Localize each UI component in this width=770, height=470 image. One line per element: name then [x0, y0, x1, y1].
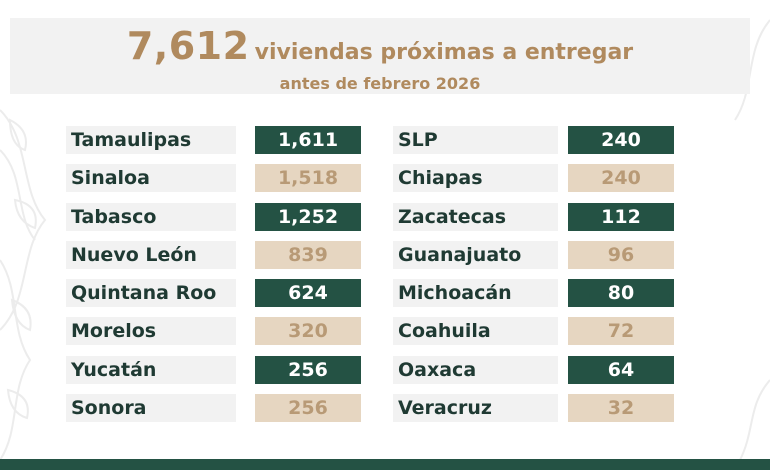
state-value: 240 — [568, 164, 674, 193]
state-value: 1,518 — [255, 164, 361, 193]
state-name: SLP — [393, 126, 558, 154]
state-value: 32 — [568, 394, 674, 423]
state-name: Coahuila — [393, 317, 558, 346]
state-name: Oaxaca — [393, 355, 558, 384]
state-value: 72 — [568, 317, 674, 346]
state-value: 1,611 — [255, 126, 361, 154]
state-name: Chiapas — [393, 164, 558, 193]
state-name: Nuevo León — [66, 240, 236, 269]
state-value: 624 — [255, 279, 361, 308]
footer-bar — [0, 459, 770, 470]
state-name: Zacatecas — [393, 202, 558, 231]
state-name: Morelos — [66, 317, 236, 346]
state-value: 1,252 — [255, 202, 361, 231]
state-name: Yucatán — [66, 355, 236, 384]
state-value: 112 — [568, 202, 674, 231]
state-value: 256 — [255, 355, 361, 384]
state-name: Veracruz — [393, 394, 558, 423]
state-value: 96 — [568, 240, 674, 269]
state-value: 240 — [568, 126, 674, 154]
state-value: 64 — [568, 355, 674, 384]
state-name: Tamaulipas — [66, 126, 236, 154]
deadline-subtitle: antes de febrero 2026 — [279, 74, 481, 93]
headline-text: viviendas próximas a entregar — [254, 40, 634, 65]
state-value: 839 — [255, 240, 361, 269]
headline: 7,612 viviendas próximas a entregar — [10, 24, 750, 76]
title-banner: 7,612 viviendas próximas a entregar ante… — [10, 18, 750, 94]
state-name: Michoacán — [393, 279, 558, 308]
state-name: Sinaloa — [66, 164, 236, 193]
state-name: Sonora — [66, 394, 236, 423]
state-name: Guanajuato — [393, 240, 558, 269]
state-name: Tabasco — [66, 202, 236, 231]
state-value: 320 — [255, 317, 361, 346]
state-value: 256 — [255, 394, 361, 423]
state-name: Quintana Roo — [66, 279, 236, 308]
state-value: 80 — [568, 279, 674, 308]
total-homes-number: 7,612 — [126, 24, 250, 68]
